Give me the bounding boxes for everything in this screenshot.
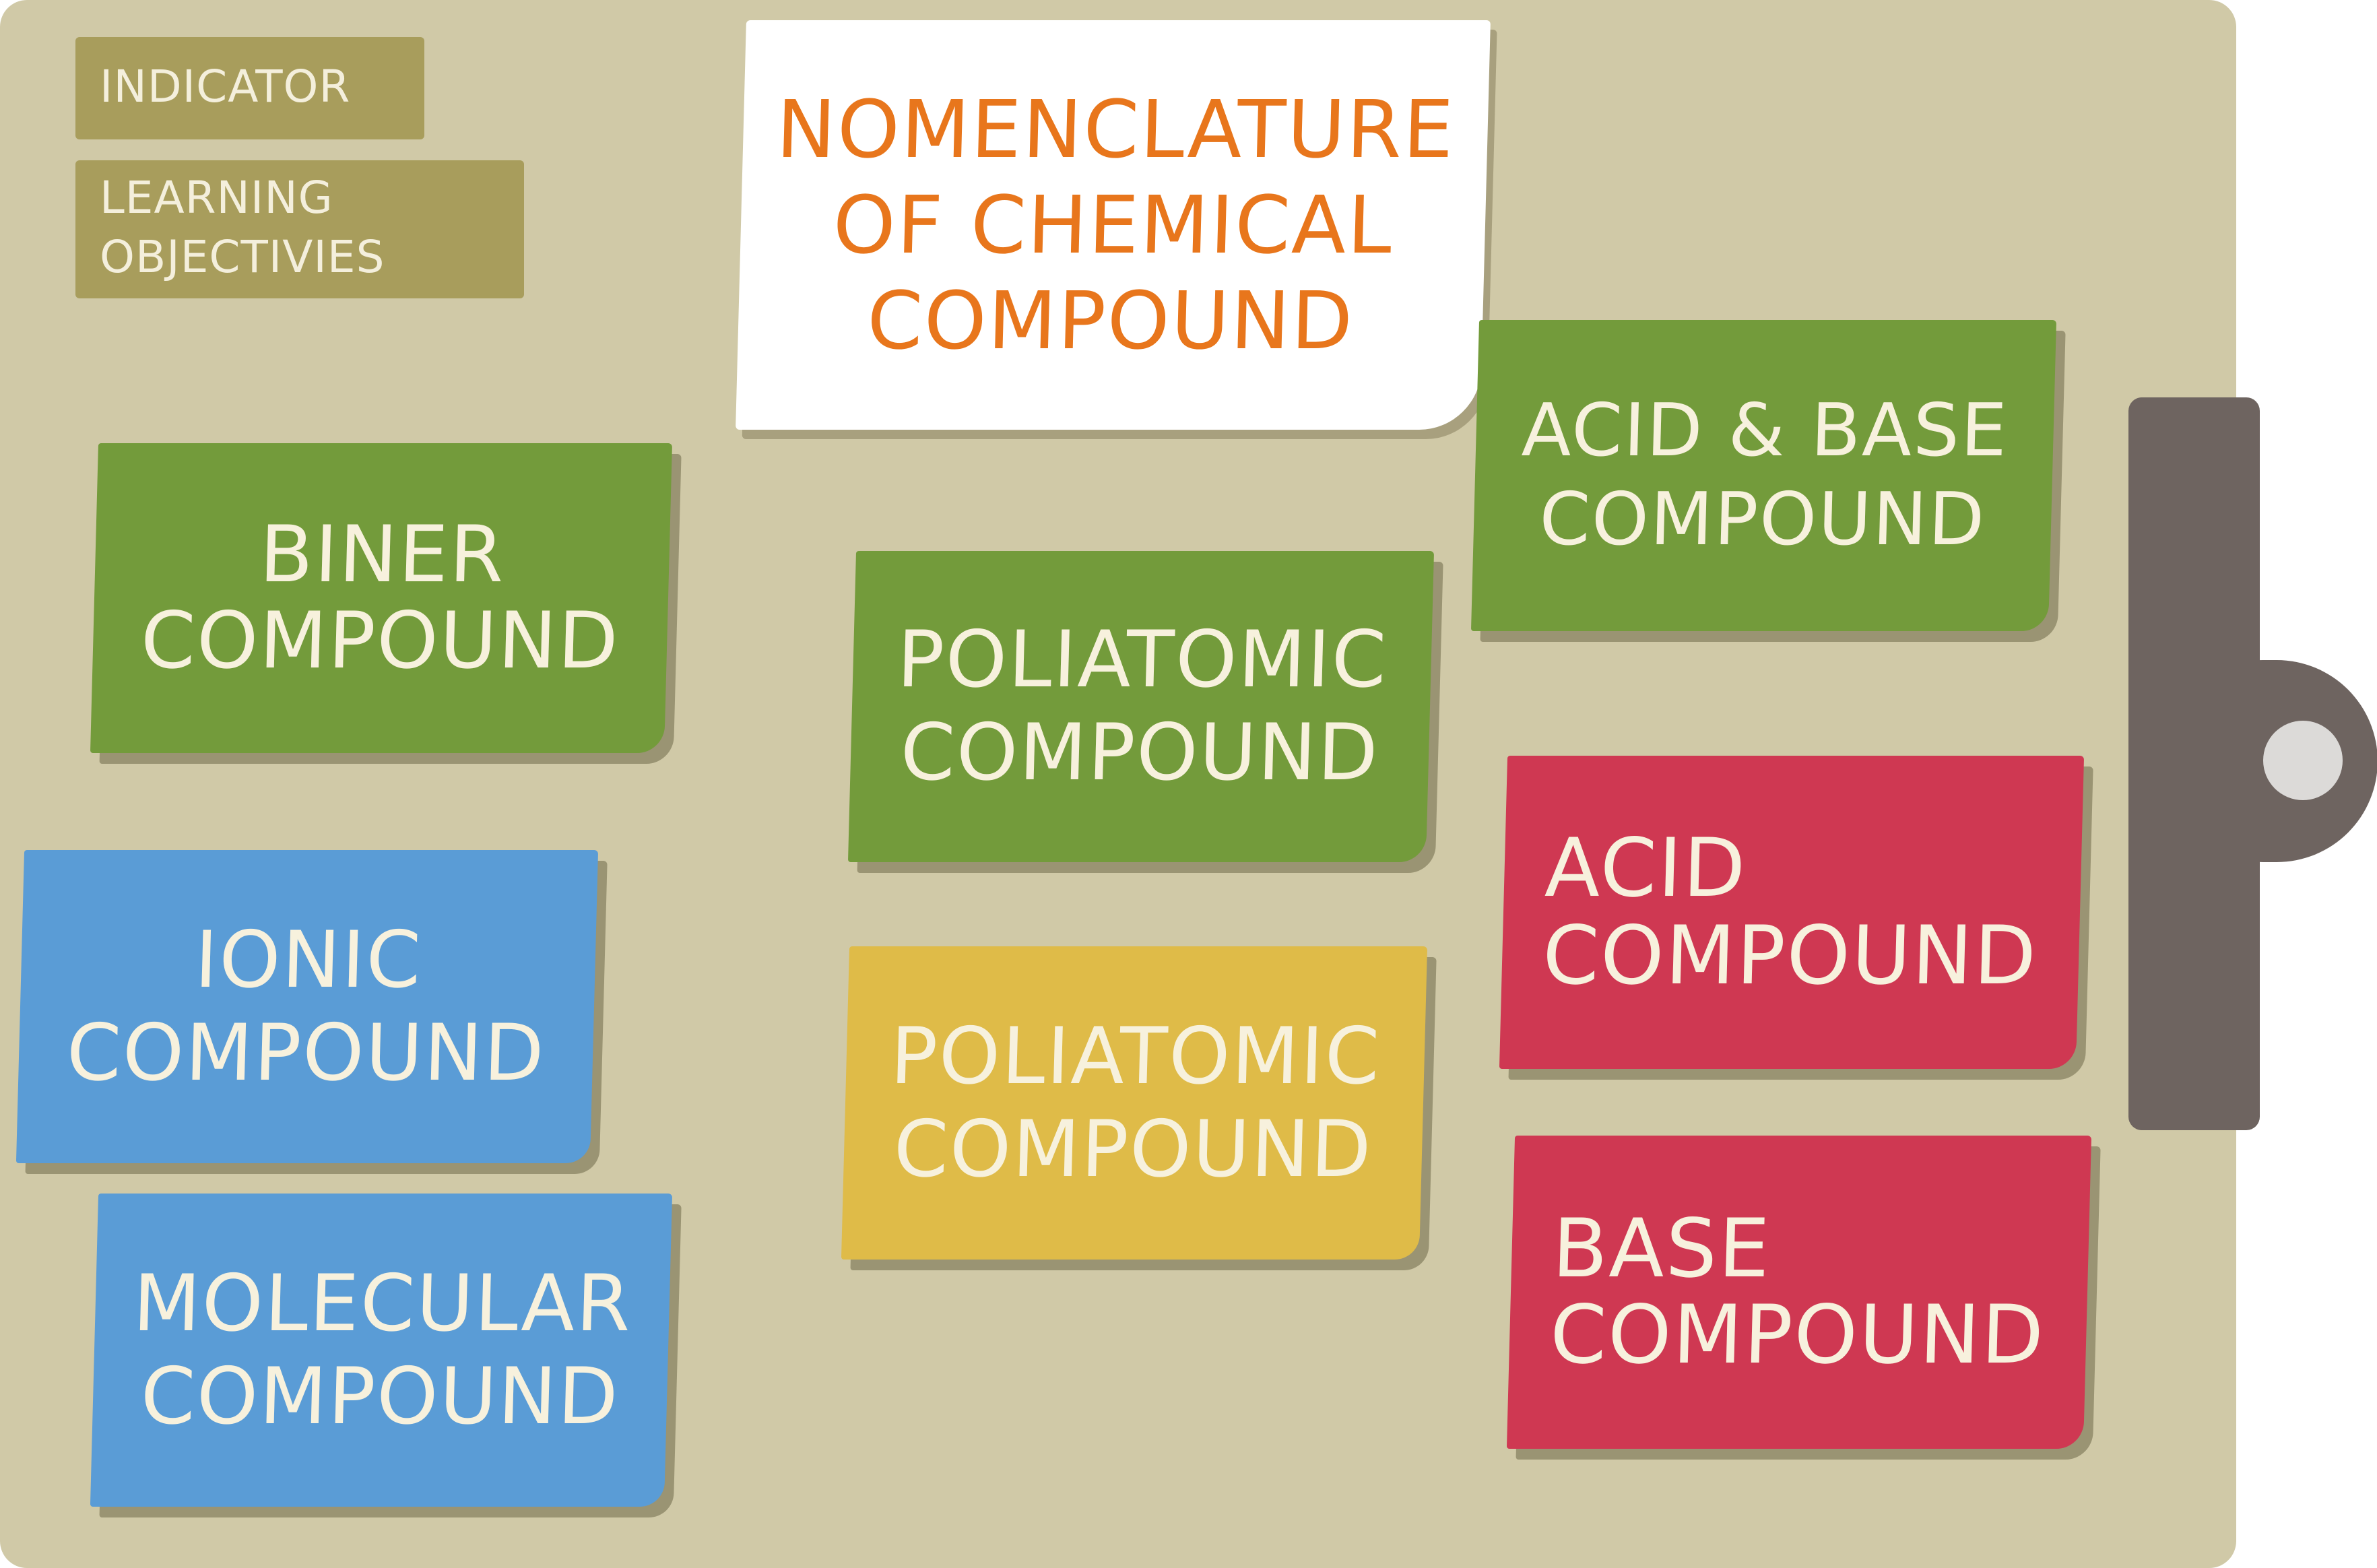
ionic-compound-note[interactable]: IONIC COMPOUND (15, 850, 599, 1163)
acid-base-line2: COMPOUND (1538, 478, 1987, 562)
biner-compound-note[interactable]: BINER COMPOUND (90, 443, 673, 753)
biner-line1: BINER (258, 509, 507, 600)
learning-objectives-tab[interactable]: LEARNING OBJECTIVIES (75, 160, 524, 298)
molecular-line1: MOLECULAR (131, 1257, 633, 1349)
base-line2: COMPOUND (1549, 1288, 2046, 1382)
molecular-compound-note[interactable]: MOLECULAR COMPOUND (90, 1194, 673, 1507)
learning-objectives-label-line1: LEARNING (100, 172, 333, 224)
clip-hole-icon (2263, 721, 2343, 800)
ionic-line1: IONIC (193, 914, 424, 1006)
title-line2: OF CHEMICAL (831, 178, 1395, 271)
poliatomic-yellow-line2: COMPOUND (892, 1103, 1374, 1195)
base-compound-note[interactable]: BASE COMPOUND (1506, 1136, 2092, 1449)
ionic-line2: COMPOUND (65, 1007, 547, 1099)
poliatomic-compound-yellow-note[interactable]: POLIATOMIC COMPOUND (841, 946, 1428, 1260)
molecular-line2: COMPOUND (139, 1350, 621, 1442)
base-line1: BASE (1551, 1202, 1772, 1296)
indicator-tab-label: INDICATOR (100, 61, 351, 112)
indicator-tab[interactable]: INDICATOR (75, 37, 424, 139)
acid-base-line1: ACID & BASE (1520, 389, 2009, 473)
biner-line2: COMPOUND (139, 595, 621, 686)
learning-objectives-label-line2: OBJECTIVIES (100, 231, 385, 283)
clip-bar (2128, 397, 2260, 1130)
acid-base-compound-note[interactable]: ACID & BASE COMPOUND (1470, 320, 2057, 631)
title-line1: NOMENCLATURE (775, 83, 1456, 176)
poliatomic-yellow-line1: POLIATOMIC (889, 1010, 1382, 1102)
poliatomic-green-line1: POLIATOMIC (896, 614, 1389, 705)
acid-line2: COMPOUND (1541, 909, 2039, 1003)
title-line3: COMPOUND (866, 274, 1355, 367)
acid-line1: ACID (1543, 821, 1749, 915)
acid-compound-note[interactable]: ACID COMPOUND (1499, 756, 2085, 1069)
poliatomic-green-line2: COMPOUND (899, 707, 1381, 798)
poliatomic-compound-green-note[interactable]: POLIATOMIC COMPOUND (847, 551, 1435, 862)
title-note: NOMENCLATURE OF CHEMICAL COMPOUND (736, 20, 1491, 430)
